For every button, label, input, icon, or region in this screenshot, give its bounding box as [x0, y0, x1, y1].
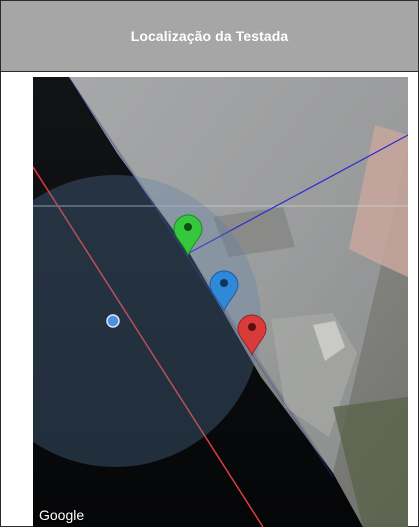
panel-header: Localização da Testada	[1, 1, 418, 72]
rooftop-structure	[313, 321, 345, 361]
vegetation	[333, 397, 408, 527]
satellite-map[interactable]: Google	[33, 77, 408, 527]
blue-marker[interactable]	[209, 270, 239, 313]
google-logo[interactable]: Google	[39, 507, 85, 523]
roof-tiles	[349, 125, 408, 277]
map-canvas[interactable]	[33, 77, 408, 527]
page-title: Localização da Testada	[130, 28, 289, 44]
location-dot[interactable]	[106, 314, 120, 328]
green-marker[interactable]	[173, 214, 203, 257]
vertex-line	[188, 134, 408, 254]
red-marker[interactable]	[237, 314, 267, 357]
accuracy-circle	[33, 175, 261, 467]
stairway	[213, 207, 295, 257]
boundary-line	[33, 166, 264, 527]
lot-edge-line	[68, 77, 334, 478]
